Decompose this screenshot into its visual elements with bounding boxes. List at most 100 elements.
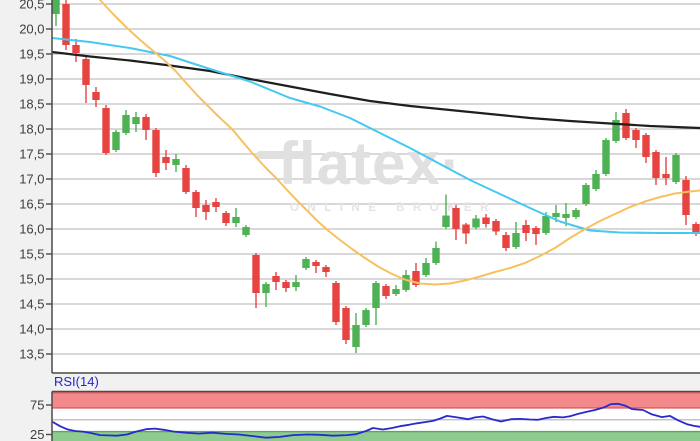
candle-body-down [162, 157, 170, 163]
candle[interactable] [512, 222, 520, 249]
candle[interactable] [212, 198, 220, 212]
candle-body-up [472, 218, 480, 228]
candle[interactable] [422, 258, 430, 277]
price-tick-label: 19,5 [19, 47, 44, 62]
candle[interactable] [472, 215, 480, 230]
candle[interactable] [302, 257, 310, 270]
price-axis-ticks [46, 3, 52, 355]
candle[interactable] [112, 130, 120, 152]
candle[interactable] [602, 138, 610, 176]
candle[interactable] [572, 208, 580, 219]
candle-body-up [122, 115, 130, 133]
candle[interactable] [362, 308, 370, 327]
candle-body-up [262, 284, 270, 293]
rsi-indicator-label: RSI(14) [54, 374, 99, 389]
candle[interactable] [312, 260, 320, 273]
candle[interactable] [462, 223, 470, 244]
candle[interactable] [432, 241, 440, 266]
candle[interactable] [252, 253, 260, 308]
candle-body-up [552, 213, 560, 217]
candle-body-down [62, 4, 70, 45]
candle-body-down [532, 228, 540, 234]
rsi-axis-labels: 75 25 [30, 398, 44, 441]
candle-body-up [672, 155, 680, 182]
candle-body-up [52, 0, 60, 14]
price-tick-label: 14,5 [19, 297, 44, 312]
candle-body-down [222, 213, 230, 223]
candle[interactable] [632, 128, 640, 148]
candle[interactable] [332, 281, 340, 325]
candle[interactable] [532, 226, 540, 245]
candle[interactable] [342, 306, 350, 344]
candle[interactable] [282, 280, 290, 292]
candle[interactable] [172, 154, 180, 172]
candle-body-down [72, 45, 80, 53]
candle-body-up [612, 120, 620, 141]
candle[interactable] [392, 285, 400, 296]
rsi-tick-label: 75 [30, 398, 44, 413]
candle-body-down [192, 192, 200, 208]
candle[interactable] [662, 157, 670, 185]
candle[interactable] [222, 211, 230, 226]
candle[interactable] [72, 39, 80, 62]
price-tick-label: 13,5 [19, 347, 44, 362]
candle[interactable] [182, 165, 190, 194]
candle[interactable] [682, 176, 690, 225]
price-tick-label: 14,0 [19, 322, 44, 337]
candle[interactable] [152, 128, 160, 177]
price-tick-label: 17,0 [19, 172, 44, 187]
candle[interactable] [122, 110, 130, 135]
candle[interactable] [672, 153, 680, 184]
candle[interactable] [292, 275, 300, 291]
candle-body-up [112, 132, 120, 150]
candle-body-down [662, 174, 670, 178]
candle-body-down [142, 117, 150, 130]
candle[interactable] [522, 220, 530, 241]
candle[interactable] [162, 150, 170, 170]
price-tick-label: 19,0 [19, 72, 44, 87]
candle[interactable] [582, 183, 590, 206]
candle[interactable] [262, 282, 270, 307]
candle[interactable] [62, 0, 70, 50]
candle[interactable] [272, 272, 280, 290]
candle-body-up [242, 227, 250, 235]
candle[interactable] [192, 190, 200, 217]
price-axis-labels: 20,5 20,0 19,5 19,0 18,5 18,0 17,5 17,0 16,5 16,0… [19, 0, 44, 362]
candle[interactable] [452, 205, 460, 240]
rsi-overbought-band [52, 392, 700, 408]
candle[interactable] [562, 203, 570, 226]
candle-body-up [542, 216, 550, 233]
candle[interactable] [322, 265, 330, 277]
candle[interactable] [232, 208, 240, 227]
candle-body-up [432, 248, 440, 263]
candle[interactable] [612, 112, 620, 143]
candle[interactable] [652, 150, 660, 185]
candle[interactable] [52, 0, 60, 26]
candle[interactable] [352, 313, 360, 353]
candle-body-down [272, 276, 280, 282]
candle[interactable] [92, 87, 100, 107]
candle[interactable] [142, 114, 150, 140]
candle[interactable] [482, 214, 490, 228]
candle-body-down [452, 208, 460, 229]
candle[interactable] [202, 200, 210, 220]
candle[interactable] [372, 281, 380, 325]
candle-body-down [282, 282, 290, 288]
candle[interactable] [242, 225, 250, 237]
candle-body-down [462, 224, 470, 234]
candle[interactable] [382, 284, 390, 299]
candle[interactable] [592, 170, 600, 191]
watermark-subtitle-text: ONLINE BROKER [290, 202, 497, 214]
candle-body-down [322, 267, 330, 272]
candle[interactable] [82, 56, 90, 103]
candle-body-up [512, 233, 520, 247]
candle[interactable] [132, 112, 140, 132]
candle[interactable] [442, 194, 450, 230]
candle[interactable] [102, 105, 110, 155]
price-tick-label: 18,5 [19, 97, 44, 112]
candle[interactable] [492, 219, 500, 235]
candle[interactable] [502, 232, 510, 251]
candle[interactable] [642, 133, 650, 163]
